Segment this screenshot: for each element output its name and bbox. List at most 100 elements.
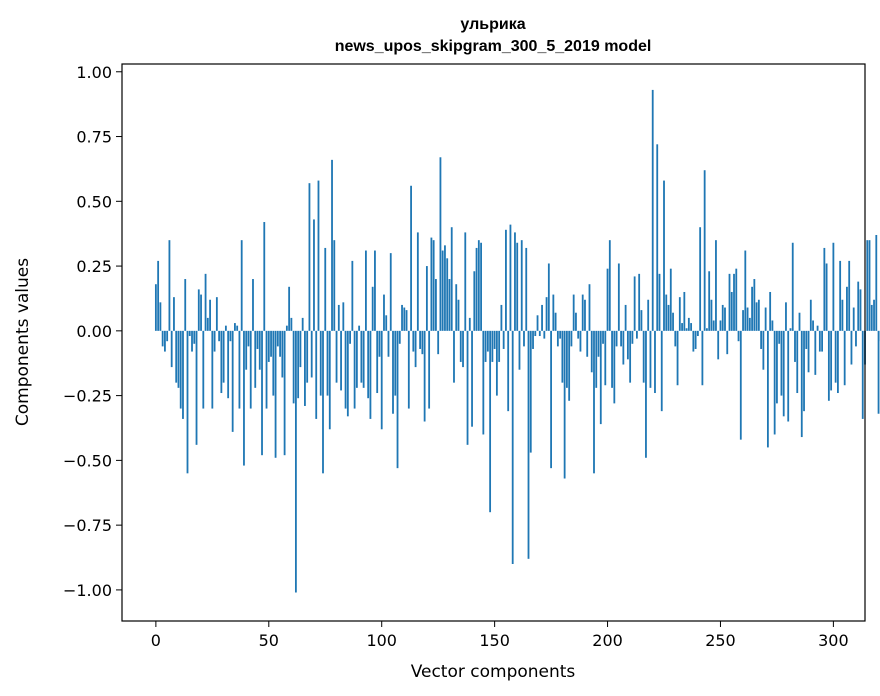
bar: [674, 330, 677, 347]
bar: [292, 330, 295, 404]
bar: [421, 330, 424, 355]
bar: [346, 330, 349, 417]
bar: [360, 330, 363, 383]
bar: [672, 312, 674, 331]
bar: [685, 328, 688, 331]
bar: [721, 304, 724, 331]
y-axis-ticks: 1.00 0.75 0.50 0.25 0.00 −0.25 −0.50 −0.75 −1.00: [63, 63, 122, 600]
bar: [613, 330, 616, 404]
bar: [676, 330, 679, 386]
bar: [642, 330, 645, 383]
bar: [471, 330, 473, 427]
bar: [502, 330, 505, 349]
bar: [584, 299, 586, 331]
chart-subtitle: news_upos_skipgram_300_5_2019 model: [335, 38, 652, 55]
bar: [523, 330, 525, 347]
bar: [301, 317, 304, 331]
bar: [757, 299, 760, 331]
bar: [739, 330, 742, 440]
bar: [175, 330, 178, 383]
bar: [561, 330, 564, 383]
bar: [715, 240, 717, 331]
bar: [403, 307, 406, 331]
bar: [378, 330, 381, 357]
bar: [595, 330, 598, 388]
bar: [712, 320, 715, 331]
bar: [317, 180, 320, 331]
bar: [798, 312, 801, 331]
bar: [626, 330, 629, 360]
bar: [154, 284, 157, 331]
bar: [514, 232, 516, 331]
bar: [380, 330, 383, 430]
bar: [410, 185, 412, 331]
bar: [692, 330, 695, 352]
bar: [611, 330, 613, 388]
bar: [606, 268, 609, 331]
bar: [389, 253, 392, 331]
bar: [728, 273, 731, 331]
bar: [252, 279, 254, 331]
bar: [340, 330, 342, 391]
bar: [358, 325, 361, 331]
bar: [376, 330, 379, 394]
bar: [703, 170, 706, 331]
bar: [636, 330, 638, 339]
bar: [283, 330, 286, 456]
bar: [414, 330, 417, 368]
bar: [202, 330, 205, 409]
bar: [717, 330, 720, 360]
bar: [812, 320, 814, 331]
bar: [407, 330, 410, 409]
bar: [785, 302, 787, 331]
bar: [306, 330, 309, 383]
bar: [213, 330, 216, 352]
bar: [328, 330, 331, 430]
bar: [362, 330, 365, 388]
bar: [658, 273, 661, 331]
bar: [663, 180, 665, 331]
bar: [751, 286, 753, 331]
bar: [830, 330, 833, 391]
bar: [834, 330, 837, 383]
bar: [319, 330, 322, 396]
bar: [572, 294, 575, 331]
bar: [791, 242, 794, 331]
bar: [193, 330, 196, 344]
bar: [416, 232, 419, 331]
bar: [344, 330, 347, 409]
bar: [608, 240, 611, 331]
bar: [446, 258, 449, 331]
bar: [843, 330, 846, 386]
bar: [710, 299, 713, 331]
bar: [468, 317, 471, 331]
bar: [184, 279, 187, 331]
bar: [173, 297, 175, 331]
bar: [538, 330, 541, 337]
bar: [809, 299, 812, 331]
bar: [256, 330, 259, 349]
bar: [588, 284, 591, 331]
bar: [509, 224, 512, 331]
bar: [267, 330, 270, 362]
bar: [631, 330, 634, 344]
bar: [231, 330, 234, 432]
bar: [570, 330, 573, 347]
bar: [394, 330, 397, 396]
bar: [529, 330, 532, 453]
bar: [367, 330, 370, 399]
bars-group: [154, 89, 880, 593]
x-tick-label: 300: [818, 631, 849, 650]
bar: [182, 330, 184, 419]
bar: [660, 330, 663, 412]
bar: [877, 330, 880, 414]
bar: [841, 299, 844, 331]
y-tick-label: 0.75: [76, 128, 112, 147]
bar: [324, 247, 327, 331]
bar: [764, 307, 767, 331]
bar: [748, 317, 751, 331]
bar: [543, 330, 546, 339]
bar: [310, 330, 313, 378]
bar: [534, 330, 537, 337]
bar: [873, 299, 875, 331]
